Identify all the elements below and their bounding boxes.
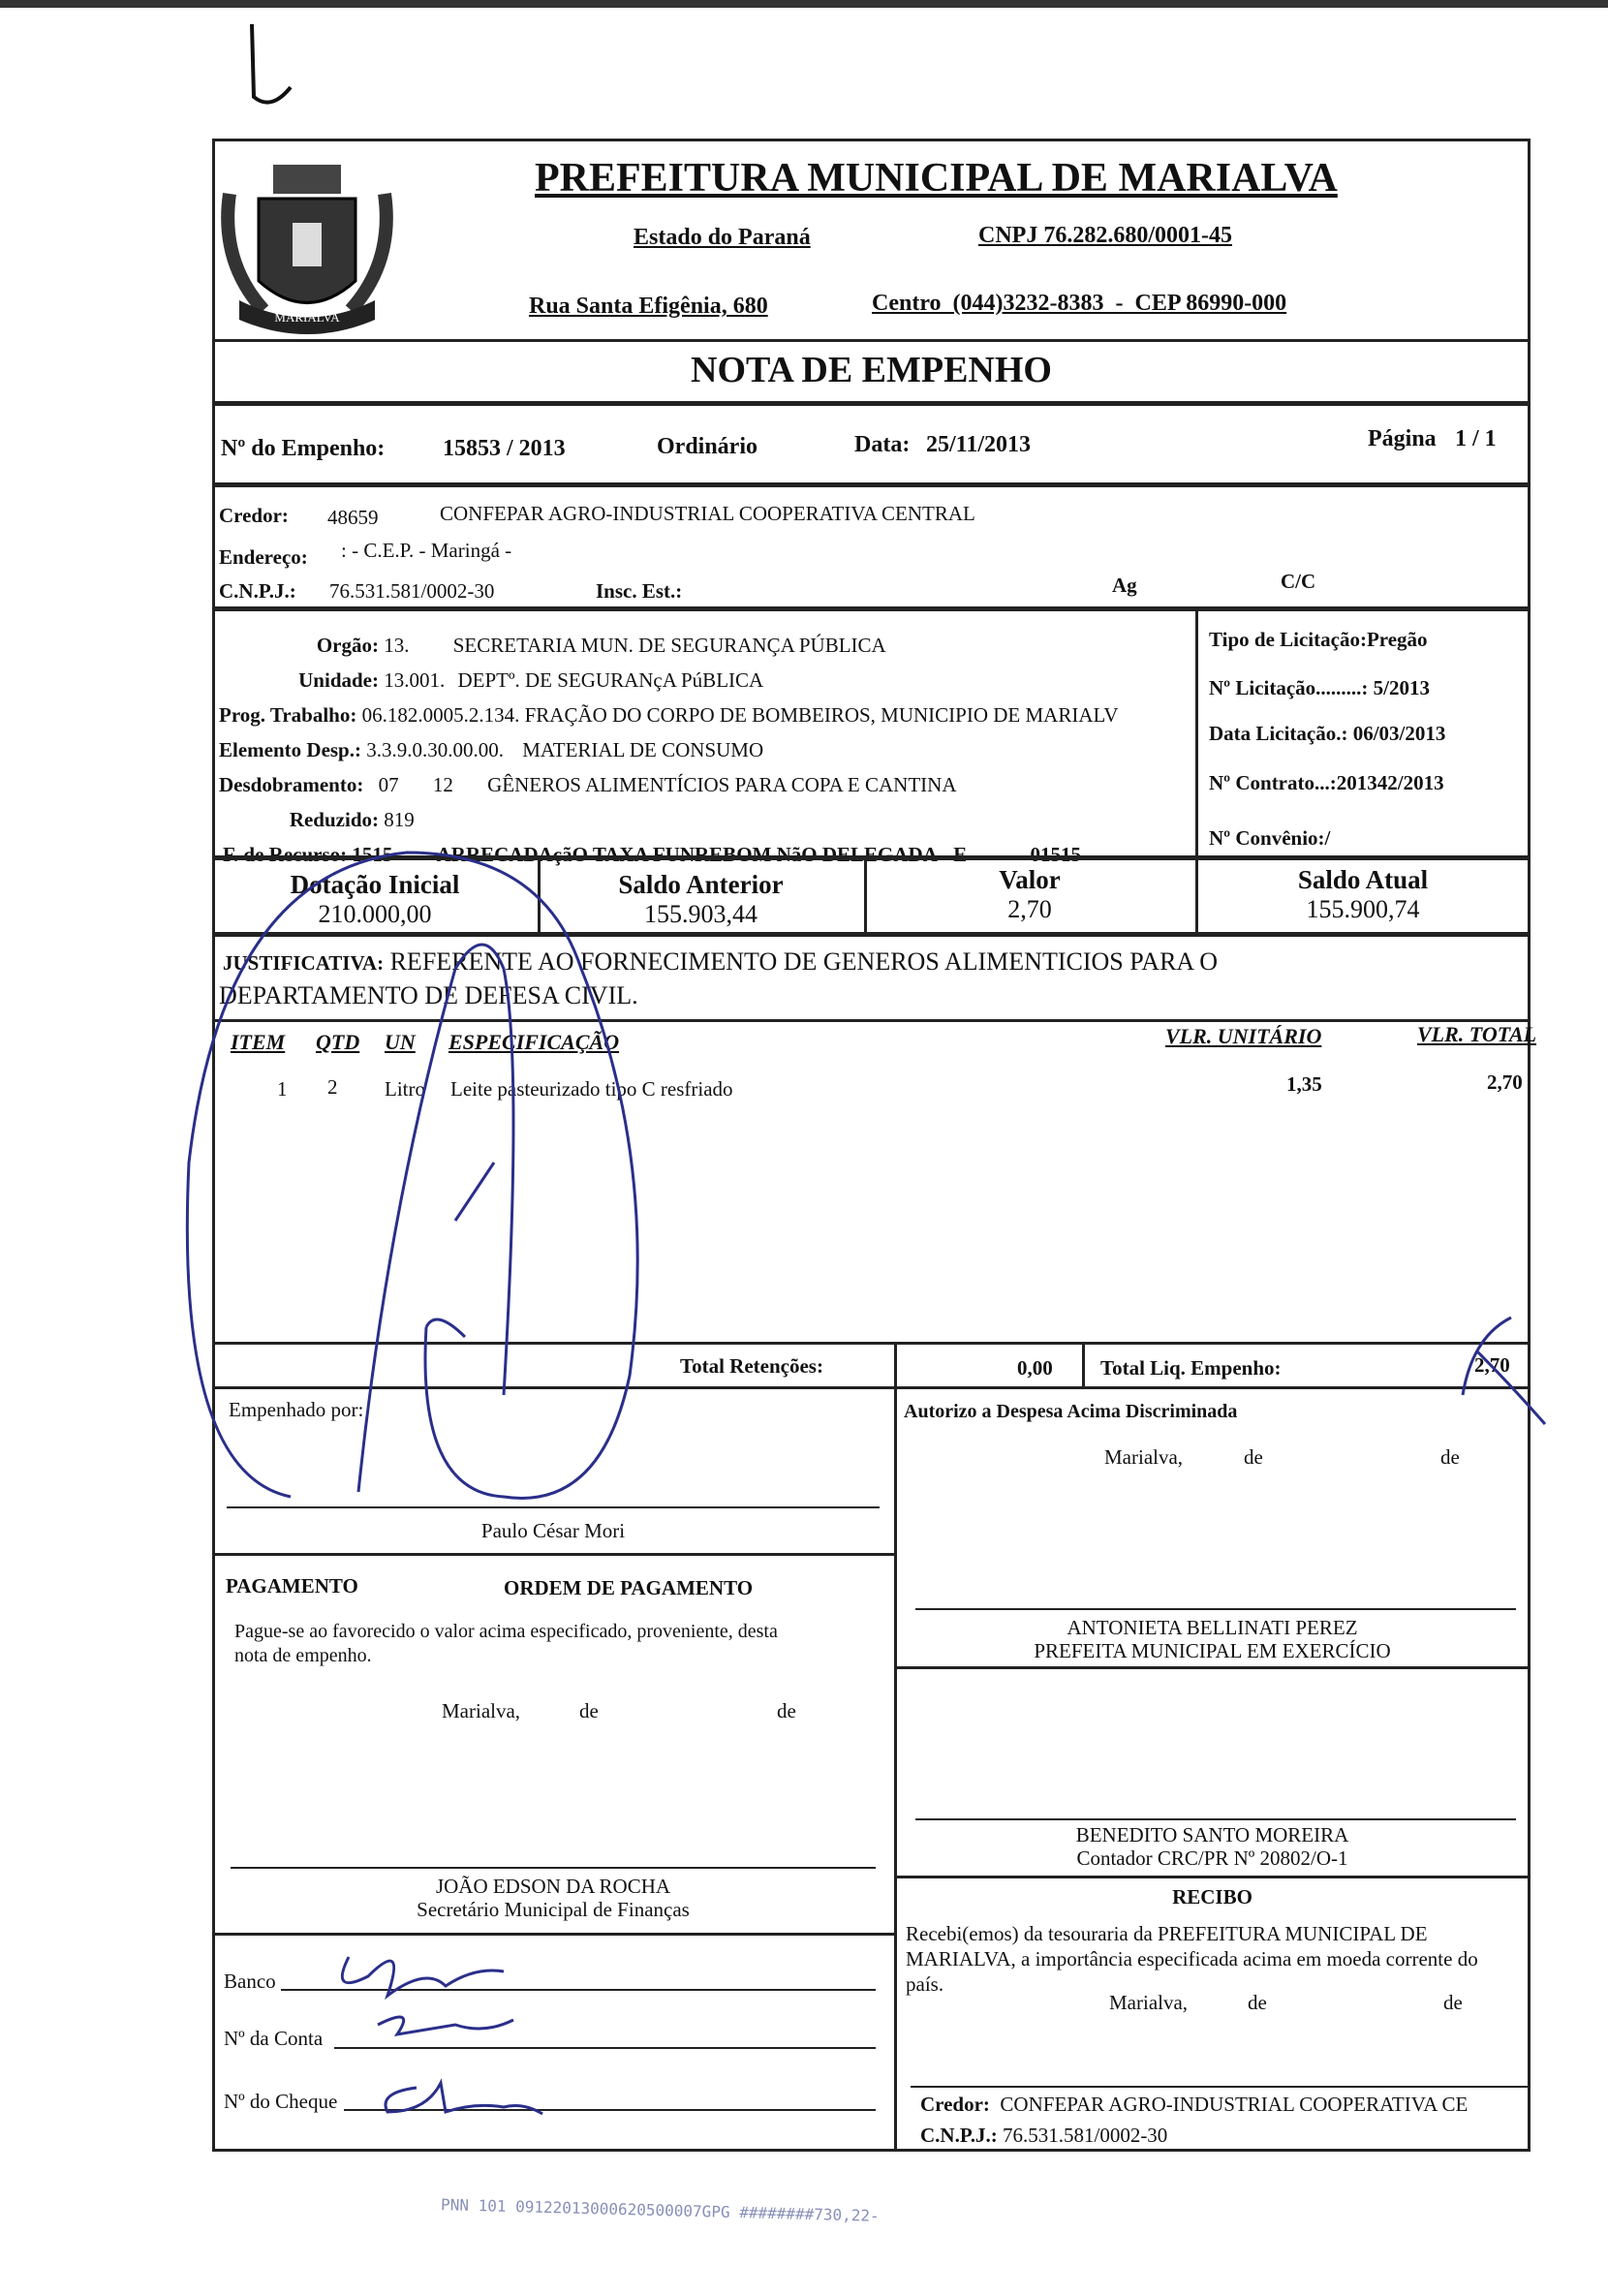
total-liquido-label: Total Liq. Empenho: <box>1100 1356 1282 1380</box>
recibo-credor: Credor: CONFEPAR AGRO-INDUSTRIAL COOPERA… <box>920 2093 1469 2116</box>
recibo-de: de <box>1443 1991 1463 2014</box>
header-cnpj: CNPJ 76.282.680/0001-45 <box>978 223 1232 248</box>
pen-mark <box>250 23 293 105</box>
prefeita-signature-block: ANTONIETA BELLINATI PEREZ PREFEITA MUNICI… <box>1034 1616 1391 1662</box>
recibo-text: Recebi(emos) da tesouraria da PREFEITURA… <box>906 1922 1478 1996</box>
empenho-number-label: Nº do Empenho: <box>221 436 386 461</box>
col-vlr-total: VLR. TOTAL <box>1417 1022 1537 1046</box>
pagamento-place: Marialva, <box>442 1699 521 1722</box>
saldo-anterior: Saldo Anterior 155.903,44 <box>618 870 784 928</box>
autorizo-de: de <box>1244 1445 1263 1469</box>
credor-label: Credor: <box>219 504 289 527</box>
justificativa-line1: JUSTIFICATIVA: REFERENTE AO FORNECIMENTO… <box>223 947 1219 976</box>
empenhado-por-name: Paulo César Mori <box>480 1519 626 1542</box>
document-title: NOTA DE EMPENHO <box>691 350 1052 390</box>
conta-label: Nº da Conta <box>224 2027 324 2050</box>
numero-contrato: Nº Contrato...:201342/2013 <box>1209 771 1444 794</box>
ag-label: Ag <box>1112 574 1137 597</box>
valor: Valor 2,70 <box>999 865 1061 923</box>
empenho-type: Ordinário <box>657 434 758 459</box>
coat-of-arms-logo: MARIALVA <box>221 165 393 334</box>
ordem-pagamento-label: ORDEM DE PAGAMENTO <box>504 1576 754 1599</box>
credor-code: 48659 <box>327 506 379 529</box>
pagamento-de: de <box>579 1699 599 1722</box>
empenho-number: 15853 / 2013 <box>443 436 566 461</box>
saldo-atual: Saldo Atual 155.900,74 <box>1297 865 1429 923</box>
tipo-licitacao: Tipo de Licitação:Pregão <box>1209 628 1428 651</box>
recibo-label: RECIBO <box>1172 1885 1252 1908</box>
svg-text:MARIALVA: MARIALVA <box>274 310 340 325</box>
header-state: Estado do Paraná <box>634 225 811 250</box>
scan-edge <box>0 0 1608 8</box>
autorizo-label: Autorizo a Despesa Acima Discriminada <box>904 1401 1238 1422</box>
secretario-signature-block: JOÃO EDSON DA ROCHA Secretário Municipal … <box>417 1875 690 1921</box>
autorizo-place: Marialva, <box>1104 1445 1184 1469</box>
credor-name: CONFEPAR AGRO-INDUSTRIAL COOPERATIVA CEN… <box>440 502 975 525</box>
justificativa-line2: DEPARTAMENTO DE DEFESA CIVIL. <box>219 981 638 1009</box>
numero-convenio: Nº Convênio:/ <box>1209 826 1331 850</box>
endereco: : - C.E.P. - Maringá - <box>341 539 512 562</box>
banco-label: Banco <box>224 1970 276 1993</box>
empenhado-por-label: Empenhado por: <box>229 1398 364 1421</box>
col-qtd: QTD <box>316 1030 360 1054</box>
data-licitacao: Data Licitação.: 06/03/2013 <box>1209 722 1446 745</box>
empenho-date: 25/11/2013 <box>926 432 1032 457</box>
total-retencoes: 0,00 <box>1017 1356 1053 1380</box>
total-liquido: 2,70 <box>1474 1353 1510 1377</box>
endereco-label: Endereço: <box>219 545 308 569</box>
credor-cnpj: 76.531.581/0002-30 <box>329 579 495 603</box>
pagamento-text: Pague-se ao favorecido o valor acima esp… <box>234 1621 778 1666</box>
recibo-place: Marialva, <box>1109 1991 1189 2014</box>
col-especificacao: ESPECIFICAÇÃO <box>448 1030 620 1054</box>
header-address: Rua Santa Efigênia, 680 <box>529 294 768 319</box>
cheque-label: Nº do Cheque <box>224 2090 338 2113</box>
col-vlr-unitario: VLR. UNITÁRIO <box>1165 1024 1322 1048</box>
numero-licitacao: Nº Licitação.........: 5/2013 <box>1209 676 1430 699</box>
bank-stamp: PNN 101 09122013000620500007GPG ########… <box>440 2195 880 2225</box>
dotacao-block: Orgão: 13. SECRETARIA MUN. DE SEGURANÇA … <box>219 634 1119 866</box>
recibo-de: de <box>1248 1991 1267 2014</box>
total-retencoes-label: Total Retenções: <box>680 1354 823 1378</box>
header-title: PREFEITURA MUNICIPAL DE MARIALVA <box>535 156 1338 201</box>
pagamento-label: PAGAMENTO <box>226 1574 358 1598</box>
contador-signature-block: BENEDITO SANTO MOREIRA Contador CRC/PR Nº… <box>1075 1823 1349 1870</box>
page-label: Página <box>1368 426 1437 451</box>
page-number: 1 / 1 <box>1455 426 1497 451</box>
pagamento-de: de <box>777 1699 796 1722</box>
header-contact: Centro (044)3232-8383 - CEP 86990-000 <box>872 291 1287 316</box>
date-label: Data: <box>854 432 911 457</box>
recibo-cnpj: C.N.P.J.: 76.531.581/0002-30 <box>920 2124 1168 2147</box>
col-un: UN <box>385 1030 416 1054</box>
autorizo-de: de <box>1440 1445 1460 1469</box>
insc-est-label: Insc. Est.: <box>596 579 683 603</box>
cc-label: C/C <box>1281 570 1316 593</box>
saldo-dotacao-inicial: Dotação Inicial 210.000,00 <box>290 870 460 928</box>
col-item: ITEM <box>231 1030 286 1054</box>
cnpj-label: C.N.P.J.: <box>219 579 296 603</box>
